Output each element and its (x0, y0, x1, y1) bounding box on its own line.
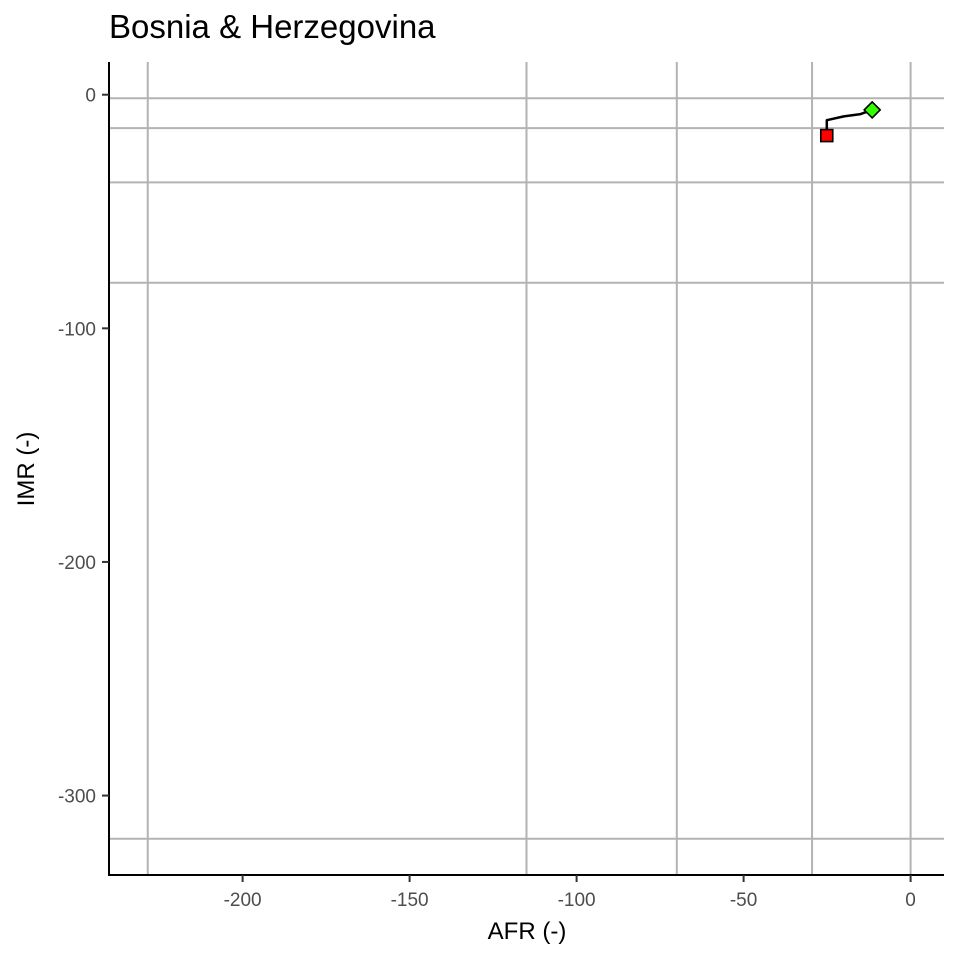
x-tick-label: -200 (224, 890, 262, 911)
y-tick-label: -300 (58, 787, 96, 808)
chart-title: Bosnia & Herzegovina (109, 8, 436, 45)
x-axis-title: AFR (-) (488, 918, 567, 945)
y-tick-label: -100 (58, 319, 96, 340)
x-tick-label: 0 (905, 890, 916, 911)
y-axis-title: IMR (-) (13, 432, 40, 507)
tick-marks-and-labels: -200 -150 -100 -50 0 0 -100 -200 -300 (58, 86, 916, 911)
end-point-diamond-marker (863, 100, 882, 120)
y-tick-label: 0 (85, 86, 96, 107)
x-tick-label: -50 (730, 890, 757, 911)
x-tick-label: -150 (391, 890, 429, 911)
y-tick-label: -200 (58, 553, 96, 574)
start-point-square-marker (819, 128, 834, 143)
axes (108, 62, 944, 876)
data-layer (819, 100, 882, 143)
x-tick-label: -100 (558, 890, 596, 911)
grid-lines (109, 62, 944, 875)
series-line (825, 108, 873, 136)
